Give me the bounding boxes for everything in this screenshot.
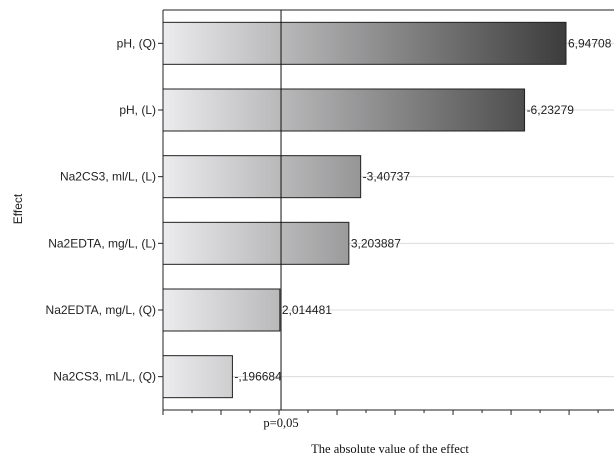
reference-line-label: p=0,05 [263,416,298,430]
category-label: Na2CS3, mL/L, (Q) [53,370,156,384]
y-axis-label: Effect [11,193,25,224]
category-label: Na2EDTA, mg/L, (L) [48,236,156,250]
bar [162,155,362,199]
bar [162,221,350,265]
value-label: 3,203887 [351,236,401,250]
category-label: Na2CS3, ml/L, (L) [60,170,156,184]
value-label: 2,014481 [282,303,332,317]
category-label: pH, (Q) [117,36,156,50]
value-label: -6,23279 [527,103,575,117]
bar [162,288,281,332]
bar [162,21,567,65]
value-label: -3,40737 [363,170,411,184]
bar [162,355,233,399]
bar [162,88,526,132]
value-label: -,196684 [234,370,282,384]
category-label: pH, (L) [119,103,156,117]
value-label: 6,94708 [568,36,612,50]
x-axis-label: The absolute value of the effect [311,442,469,456]
category-label: Na2EDTA, mg/L, (Q) [46,303,156,317]
